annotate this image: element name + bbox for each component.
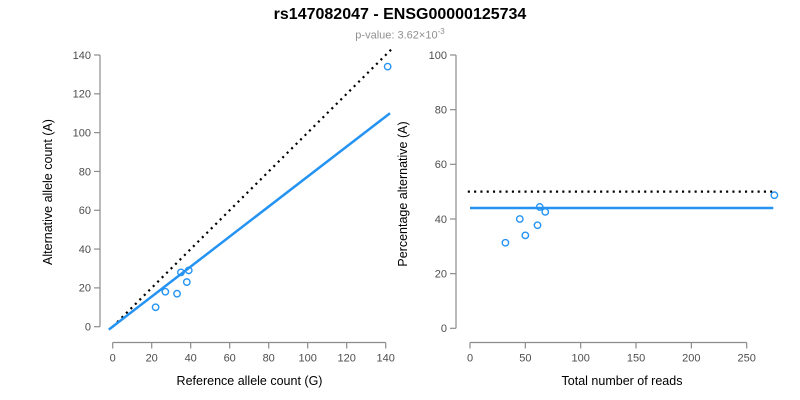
data-point: [383, 62, 392, 71]
y-tick-label: 100: [429, 50, 447, 62]
y-axis-title: Percentage alternative (A): [396, 121, 410, 266]
x-axis-title: Reference allele count (G): [177, 374, 323, 388]
data-point: [515, 215, 524, 223]
y-tick-label: 100: [73, 127, 91, 139]
plot-title: rs147082047 - ENSG00000125734: [273, 6, 527, 23]
y-tick-label: 80: [435, 105, 447, 117]
y-tick-label: 0: [441, 323, 447, 335]
x-axis-title: Total number of reads: [562, 374, 683, 388]
data-point: [501, 238, 510, 247]
y-tick-label: 120: [73, 89, 91, 101]
left-scatter-plot: 0 20 40 60 80 100 120 140 0 20 40 60 80 100 120 140 Refe…: [41, 48, 395, 388]
y-tick-label: 20: [79, 283, 91, 295]
plot-subtitle: p-value: 3.62×10-3: [0, 27, 800, 42]
y-tick-label: 80: [79, 166, 91, 178]
right-scatter-plot: 0 20 40 60 80 100 0 50 100 150 200 250 Total number …: [396, 50, 779, 388]
y-tick-label: 40: [79, 244, 91, 256]
y-tick-label: 140: [73, 50, 91, 62]
x-tick-label: 120: [338, 353, 356, 365]
data-point: [521, 231, 530, 240]
y-axis-title: Alternative allele count (A): [41, 119, 55, 265]
identity-line: [111, 48, 393, 328]
x-tick-label: 250: [738, 353, 756, 365]
x-tick-label: 60: [224, 353, 236, 365]
x-tick-label: 140: [377, 353, 395, 365]
y-tick-label: 60: [79, 205, 91, 217]
x-tick-label: 100: [299, 353, 317, 365]
data-point: [151, 303, 160, 312]
data-point: [177, 268, 185, 277]
x-tick-label: 100: [572, 353, 590, 365]
y-tick-label: 40: [435, 214, 447, 226]
data-point: [770, 191, 779, 200]
x-tick-label: 50: [519, 353, 531, 365]
x-tick-label: 80: [263, 353, 275, 365]
data-point: [173, 289, 181, 298]
y-tick-label: 20: [435, 268, 447, 280]
p-value-exponent: -3: [437, 27, 445, 36]
data-point: [182, 278, 191, 286]
data-point: [533, 221, 542, 230]
fit-line: [108, 112, 391, 331]
data-point: [535, 203, 544, 211]
x-tick-label: 150: [627, 353, 645, 365]
y-tick-label: 60: [435, 159, 447, 171]
x-tick-label: 0: [110, 353, 116, 365]
x-tick-label: 0: [467, 353, 473, 365]
x-tick-label: 200: [682, 353, 700, 365]
data-point: [161, 287, 170, 296]
x-tick-label: 40: [185, 353, 197, 365]
p-value-text: p-value: 3.62×10: [355, 29, 438, 42]
data-point: [541, 207, 550, 216]
x-tick-label: 20: [146, 353, 158, 365]
y-tick-label: 0: [85, 322, 91, 334]
data-point: [184, 266, 193, 275]
